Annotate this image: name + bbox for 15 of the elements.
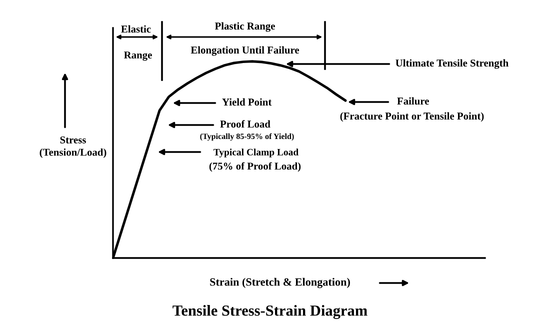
text: Range xyxy=(124,52,152,61)
annotation: (Typically 85-95% of Yield) xyxy=(200,133,294,141)
text: Elastic xyxy=(121,25,151,33)
annotation: (75% of Proof Load) xyxy=(209,162,301,172)
text: Tensile Stress-Strain Diagram xyxy=(172,305,368,319)
annotation: Yield Point xyxy=(222,98,272,106)
text: Plastic Range xyxy=(214,22,275,32)
annotation: (Fracture Point or Tensile Point) xyxy=(340,112,484,122)
y-axis-title: Stress (Tension/Load) xyxy=(40,136,106,158)
text: Elongation Until Failure xyxy=(190,46,300,56)
annotation: Failure xyxy=(397,97,429,105)
annotation: Proof Load xyxy=(220,120,270,128)
x-axis-title: Strain (Stretch & Elongation) xyxy=(210,278,350,288)
annotation: Ultimate Tensile Strength xyxy=(396,59,508,69)
annotation: Typical Clamp Load xyxy=(214,148,298,158)
